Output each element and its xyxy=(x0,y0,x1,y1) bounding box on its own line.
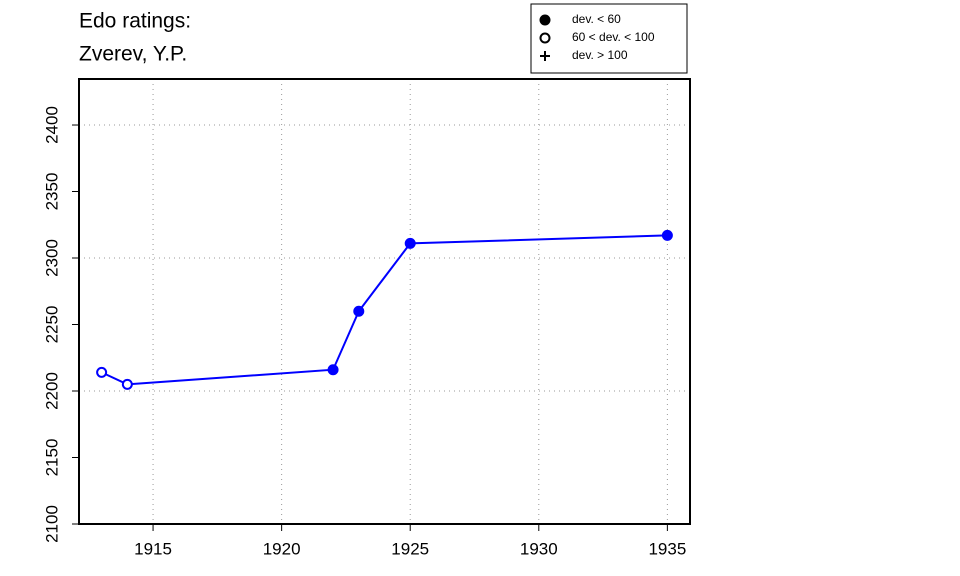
chart-title: Edo ratings: xyxy=(79,10,191,33)
legend-label: 60 < dev. < 100 xyxy=(572,30,655,44)
chart-subtitle: Zverev, Y.P. xyxy=(79,43,187,66)
legend-label: dev. < 60 xyxy=(572,12,621,26)
marker xyxy=(96,366,108,378)
marker xyxy=(121,378,133,390)
x-tick-label: 1935 xyxy=(648,539,686,558)
x-tick-label: 1915 xyxy=(134,539,172,558)
y-tick-label: 2100 xyxy=(42,505,61,543)
y-tick-label: 2300 xyxy=(42,239,61,277)
y-tick-label: 2200 xyxy=(42,372,61,410)
marker xyxy=(327,364,339,376)
marker xyxy=(539,32,551,44)
marker xyxy=(353,305,365,317)
x-tick-label: 1925 xyxy=(391,539,429,558)
y-tick-label: 2150 xyxy=(42,439,61,477)
x-tick-label: 1930 xyxy=(520,539,558,558)
marker xyxy=(539,14,551,26)
legend-label: dev. > 100 xyxy=(572,48,628,62)
plot-frame xyxy=(78,78,691,525)
marker xyxy=(540,51,550,61)
y-tick-label: 2250 xyxy=(42,306,61,344)
marker xyxy=(661,229,673,241)
x-tick-label: 1920 xyxy=(263,539,301,558)
legend-box xyxy=(530,3,688,74)
y-tick-label: 2400 xyxy=(42,106,61,144)
marker xyxy=(404,237,416,249)
y-tick-label: 2350 xyxy=(42,173,61,211)
